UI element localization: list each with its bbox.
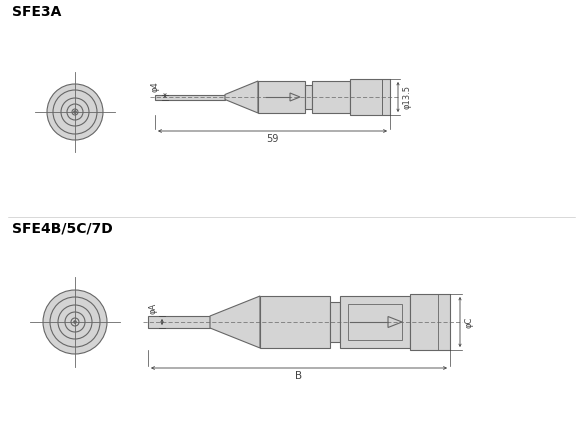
Polygon shape xyxy=(210,296,260,348)
Circle shape xyxy=(43,290,107,354)
Text: φ4: φ4 xyxy=(151,82,160,93)
Bar xyxy=(410,294,450,350)
Bar xyxy=(155,94,225,100)
Bar xyxy=(350,79,390,115)
Polygon shape xyxy=(225,81,258,113)
Text: 59: 59 xyxy=(266,134,279,144)
Circle shape xyxy=(73,320,76,323)
Text: B: B xyxy=(296,371,303,381)
Text: SFE4B/5C/7D: SFE4B/5C/7D xyxy=(12,222,113,236)
Text: φC: φC xyxy=(464,316,473,328)
Bar xyxy=(340,296,410,348)
Bar xyxy=(305,85,312,109)
Bar xyxy=(260,296,330,348)
Text: φ13.5: φ13.5 xyxy=(402,85,411,109)
Bar xyxy=(330,302,340,342)
Bar xyxy=(348,304,402,340)
Circle shape xyxy=(47,84,103,140)
Text: φA: φA xyxy=(148,303,157,314)
Circle shape xyxy=(73,111,76,114)
Bar xyxy=(258,81,305,113)
Text: SFE3A: SFE3A xyxy=(12,5,61,19)
Bar xyxy=(312,81,350,113)
Bar xyxy=(148,316,210,328)
